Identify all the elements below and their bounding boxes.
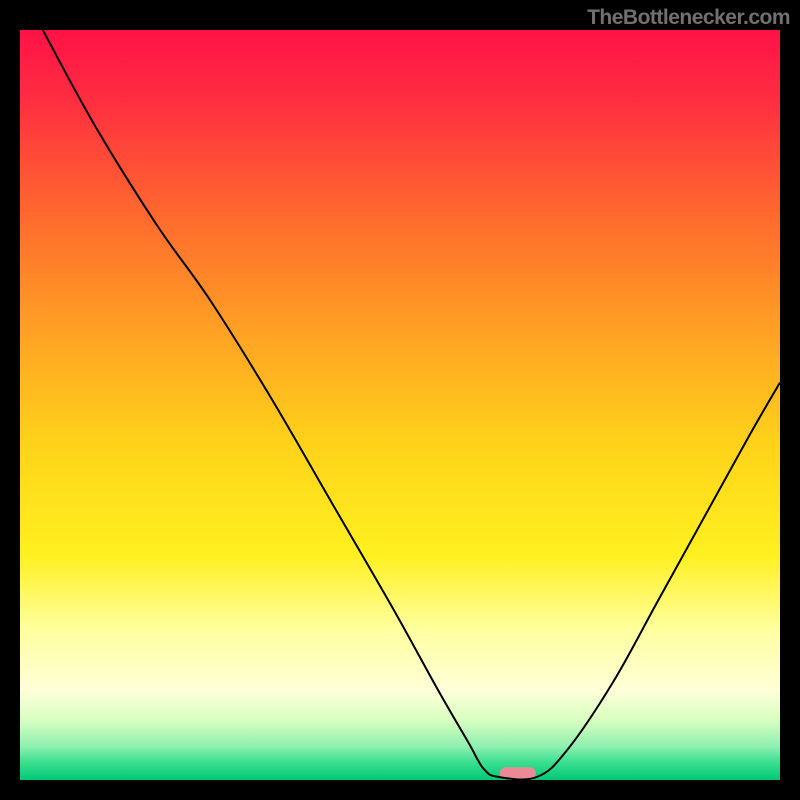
watermark-text: TheBottlenecker.com	[587, 6, 790, 30]
chart-canvas: TheBottlenecker.com	[0, 0, 800, 800]
chart-background	[20, 30, 780, 780]
chart-svg	[20, 30, 780, 780]
plot-area	[20, 30, 780, 780]
